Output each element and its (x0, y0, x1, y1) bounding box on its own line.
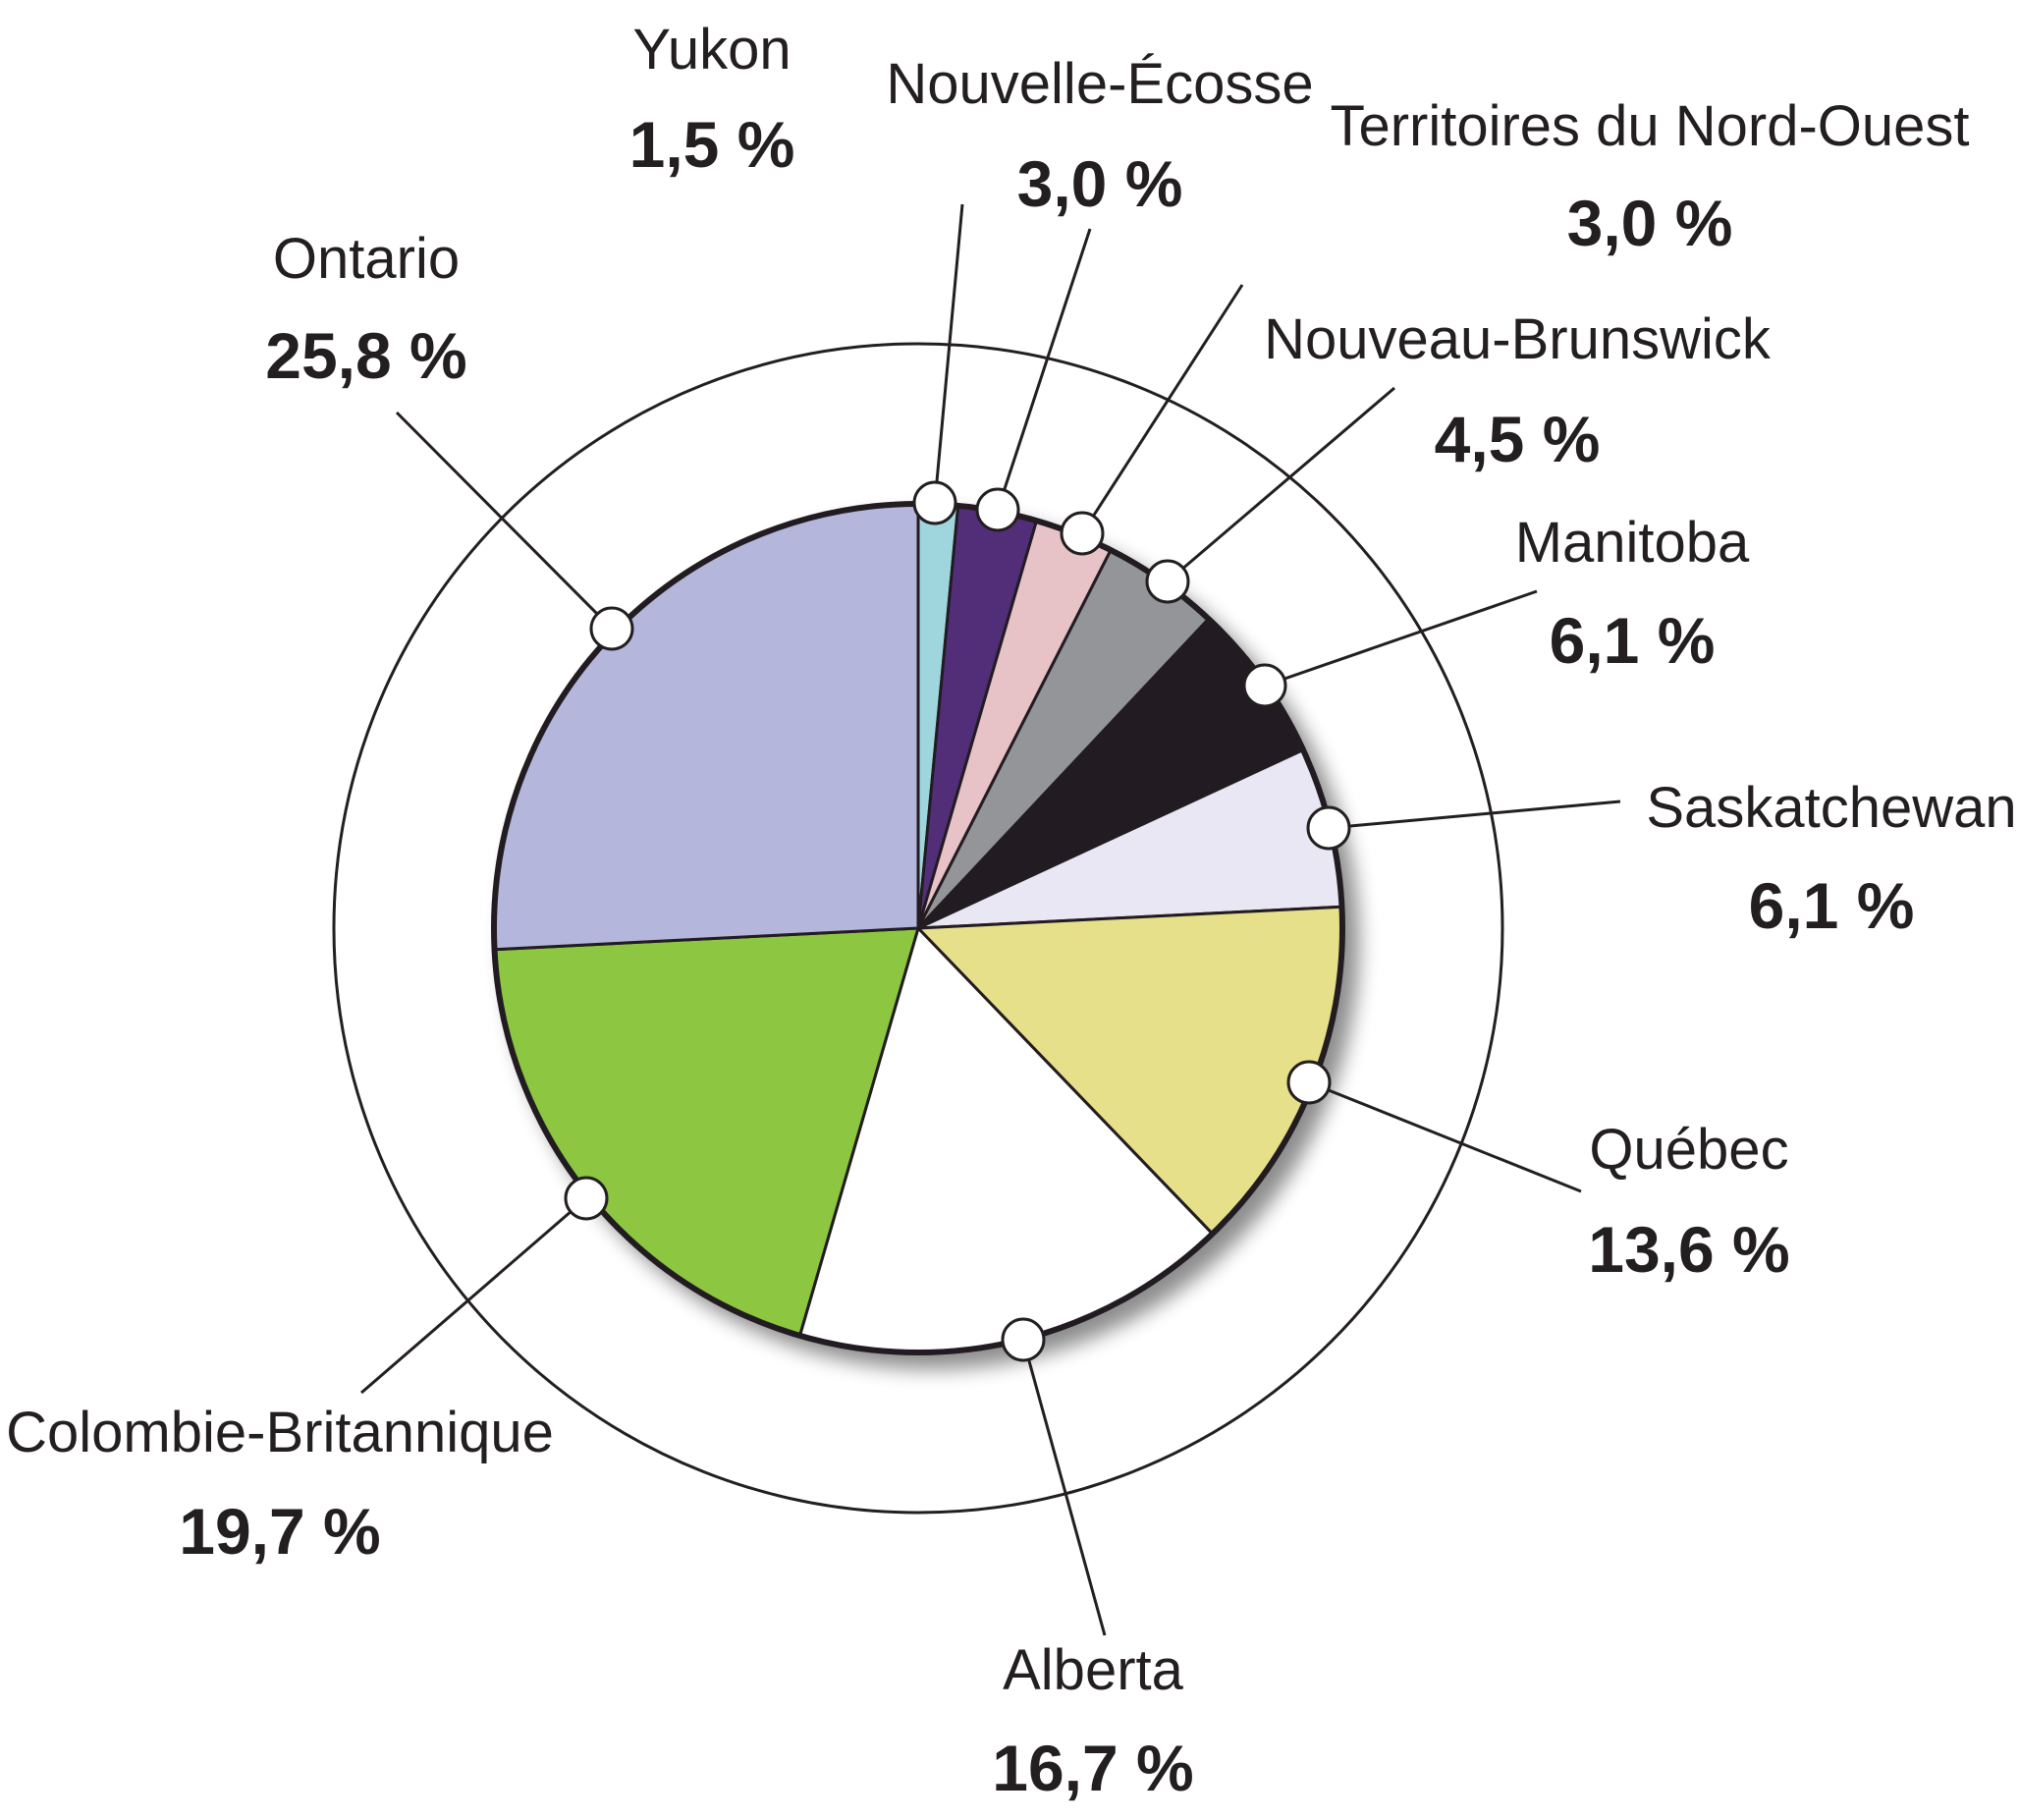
slice-label: Nouveau-Brunswick (1264, 307, 1772, 371)
leader-dot (1286, 1060, 1332, 1105)
slice-value-label: 3,0 % (1017, 147, 1183, 220)
leader-line (1021, 1339, 1107, 1636)
slice-value-label: 16,7 % (992, 1732, 1193, 1804)
slice-value-label: 6,1 % (1550, 604, 1716, 677)
leader-dot (1060, 511, 1105, 556)
slice-label: Colombie-Britannique (6, 1401, 554, 1464)
leader-line (1308, 1080, 1582, 1193)
leader-dot (912, 480, 957, 525)
outer-ring (332, 342, 1504, 1515)
slice-label: Territoires du Nord-Ouest (1330, 94, 1969, 158)
slice-value-label: 25,8 % (265, 319, 466, 392)
pie-slice-ontario (492, 502, 920, 952)
slice-value-label: 19,7 % (179, 1495, 380, 1568)
slice-label: Yukon (632, 18, 791, 82)
slice-label: Alberta (1003, 1638, 1184, 1702)
leader-line (395, 411, 614, 631)
leader-dot (589, 606, 634, 651)
leader-dot (1306, 805, 1351, 851)
leader-line (1328, 800, 1621, 830)
slice-value-label: 6,1 % (1749, 869, 1915, 942)
leader-dot (1001, 1317, 1046, 1362)
slice-label: Manitoba (1515, 511, 1750, 575)
slice-label: Saskatchewan (1646, 776, 2016, 840)
leader-dot (564, 1176, 609, 1221)
leader-line (933, 203, 964, 504)
leader-line (360, 1196, 587, 1395)
slice-value-label: 3,0 % (1567, 187, 1733, 259)
slice-value-label: 1,5 % (629, 108, 795, 181)
leader-dot (1145, 559, 1190, 604)
leader-line (1167, 386, 1395, 583)
slice-label: Québec (1589, 1118, 1788, 1182)
leader-line (996, 228, 1092, 511)
leader-dot (1242, 663, 1287, 708)
leader-line (1080, 284, 1244, 534)
slice-label: Nouvelle-Écosse (886, 52, 1313, 116)
slice-label: Ontario (273, 227, 460, 291)
leader-dot (975, 487, 1020, 532)
slice-value-label: 13,6 % (1588, 1213, 1789, 1286)
slice-value-label: 4,5 % (1435, 403, 1601, 475)
leader-line (1264, 589, 1538, 688)
